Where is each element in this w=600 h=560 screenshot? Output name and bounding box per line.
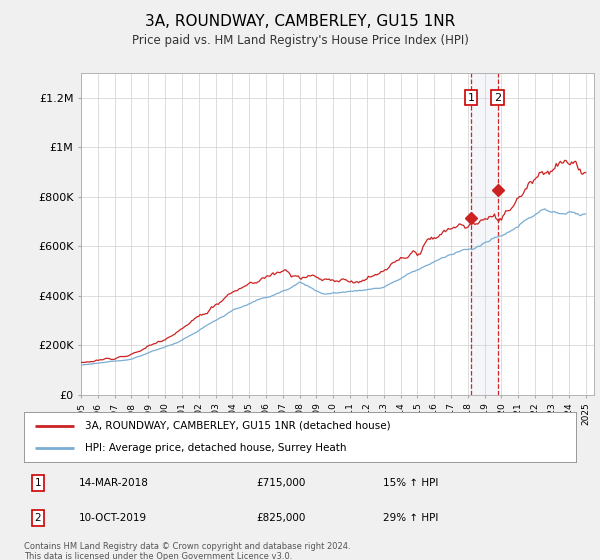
Text: Price paid vs. HM Land Registry's House Price Index (HPI): Price paid vs. HM Land Registry's House … [131, 34, 469, 46]
Text: 2: 2 [494, 92, 502, 102]
Text: 3A, ROUNDWAY, CAMBERLEY, GU15 1NR (detached house): 3A, ROUNDWAY, CAMBERLEY, GU15 1NR (detac… [85, 421, 391, 431]
Text: 3A, ROUNDWAY, CAMBERLEY, GU15 1NR: 3A, ROUNDWAY, CAMBERLEY, GU15 1NR [145, 14, 455, 29]
Text: £715,000: £715,000 [256, 478, 305, 488]
Text: £825,000: £825,000 [256, 513, 305, 523]
Text: 15% ↑ HPI: 15% ↑ HPI [383, 478, 438, 488]
Text: 14-MAR-2018: 14-MAR-2018 [79, 478, 149, 488]
Text: 2: 2 [34, 513, 41, 523]
Text: HPI: Average price, detached house, Surrey Heath: HPI: Average price, detached house, Surr… [85, 443, 346, 453]
Text: Contains HM Land Registry data © Crown copyright and database right 2024.
This d: Contains HM Land Registry data © Crown c… [24, 542, 350, 560]
Bar [471, 73, 498, 395]
Text: 29% ↑ HPI: 29% ↑ HPI [383, 513, 438, 523]
Text: 1: 1 [468, 92, 475, 102]
Text: 1: 1 [34, 478, 41, 488]
Text: 10-OCT-2019: 10-OCT-2019 [79, 513, 148, 523]
